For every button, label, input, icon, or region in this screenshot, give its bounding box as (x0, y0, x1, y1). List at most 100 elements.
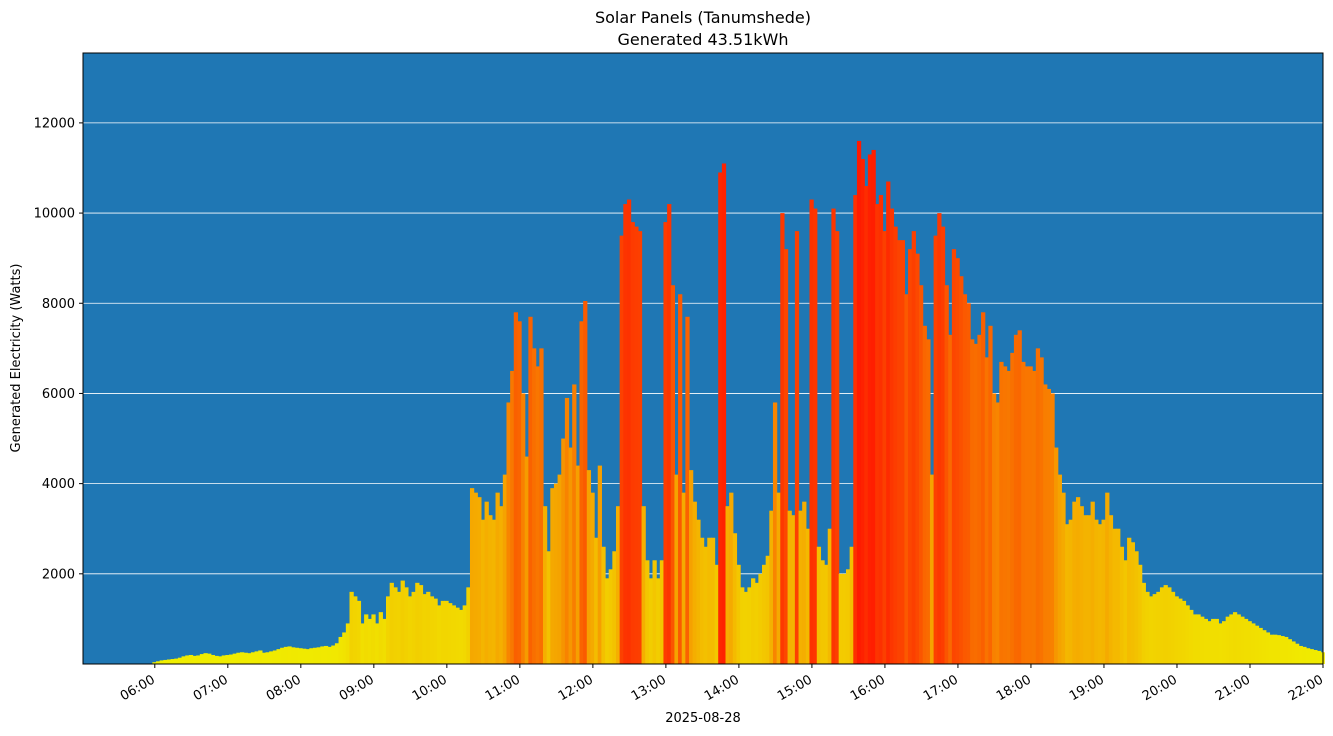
bar (364, 614, 369, 664)
bar (747, 587, 752, 664)
bar (645, 560, 650, 664)
bar (678, 294, 683, 664)
y-tick-label: 12000 (34, 116, 75, 131)
x-tick-label: 16:00 (848, 672, 888, 704)
bar (816, 546, 822, 664)
bar (962, 294, 968, 664)
bar (970, 339, 975, 664)
bar (170, 659, 175, 664)
x-tick-label: 14:00 (702, 672, 742, 704)
bar (236, 652, 241, 664)
bar (181, 656, 186, 664)
bar (422, 594, 427, 664)
bar (1316, 650, 1322, 664)
bar (378, 612, 383, 664)
bar (513, 312, 519, 664)
bar (1167, 587, 1172, 664)
bar (831, 208, 836, 664)
bar (951, 249, 957, 664)
bar (477, 497, 482, 664)
bar (692, 501, 697, 664)
bar (1043, 384, 1048, 664)
x-tick-label: 10:00 (410, 672, 450, 704)
bar (579, 321, 584, 664)
x-tick-label: 06:00 (118, 672, 158, 704)
bar (751, 578, 756, 664)
x-tick-label: 11:00 (483, 672, 523, 704)
bar (637, 231, 643, 665)
bar (159, 660, 164, 664)
bar (973, 343, 979, 664)
bar (247, 653, 252, 664)
bar (615, 506, 621, 664)
bar (772, 402, 778, 664)
bar (455, 607, 460, 664)
bar (707, 537, 712, 664)
bar (594, 537, 599, 664)
bar (510, 370, 515, 664)
bar (864, 186, 869, 664)
bar (506, 402, 511, 664)
bar (882, 231, 887, 665)
bar (1269, 634, 1274, 664)
bar (889, 208, 895, 664)
bar (805, 528, 811, 664)
bar (210, 654, 216, 664)
bar (338, 636, 343, 664)
x-tick-label: 13:00 (629, 672, 669, 704)
bar (1196, 614, 1201, 664)
bar (312, 647, 318, 664)
bar (1181, 600, 1187, 664)
bar (1130, 542, 1135, 664)
bar (1134, 551, 1139, 664)
bar (780, 213, 785, 664)
bar (1203, 618, 1208, 664)
bar (623, 204, 628, 665)
bar (659, 560, 665, 664)
bar (1240, 616, 1245, 664)
bar (1189, 609, 1194, 664)
bar (287, 646, 292, 664)
bar (1309, 649, 1314, 664)
bar (601, 546, 606, 664)
bar (1298, 645, 1303, 664)
bar (386, 596, 391, 664)
bar (1185, 605, 1190, 664)
bar (451, 605, 456, 664)
bar (426, 591, 431, 664)
bar (334, 643, 340, 664)
bar (309, 648, 314, 664)
bar (495, 492, 500, 664)
bar (1068, 519, 1073, 664)
bar (261, 652, 267, 664)
bar (1002, 366, 1008, 664)
bar (1159, 587, 1165, 664)
bar (696, 519, 701, 664)
bar (429, 596, 435, 664)
bar (1207, 621, 1212, 664)
bar (491, 519, 497, 664)
bar (1258, 627, 1263, 664)
bar (612, 551, 617, 664)
bar (838, 573, 843, 664)
bar (929, 474, 935, 664)
bar (546, 551, 551, 664)
bar (174, 658, 179, 664)
bar (564, 397, 570, 664)
bar (940, 226, 946, 664)
bar (524, 456, 529, 664)
bar (1075, 497, 1081, 664)
bar (714, 564, 719, 664)
bar (641, 506, 646, 664)
bar (736, 564, 741, 664)
bar (575, 465, 581, 664)
x-tick-label: 19:00 (1067, 672, 1107, 704)
bar (1200, 616, 1205, 664)
bar (915, 253, 920, 664)
bar (323, 645, 329, 664)
bar (1138, 564, 1143, 664)
bar (1295, 643, 1300, 664)
bar (502, 474, 508, 664)
bar (557, 474, 562, 664)
bar (1086, 515, 1092, 664)
